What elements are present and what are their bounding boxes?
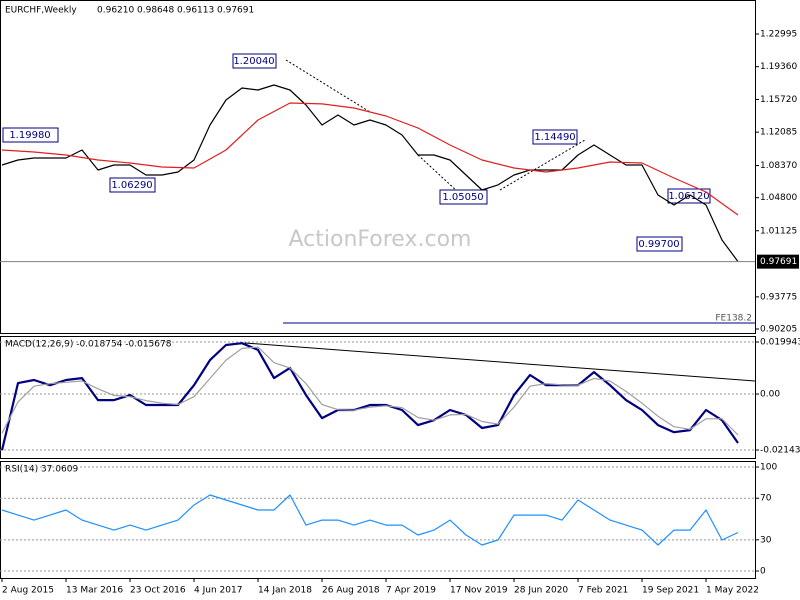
series-line — [1, 494, 739, 546]
x-tick-label: 17 Nov 2019 — [450, 586, 508, 596]
svg-text:1.14490: 1.14490 — [534, 132, 575, 143]
y-tick-label: 30 — [760, 535, 772, 545]
x-tick-label: 7 Feb 2021 — [578, 586, 628, 596]
x-tick-label: 23 Oct 2016 — [130, 586, 186, 596]
annotation: 1.20040 — [232, 53, 277, 69]
x-tick-label: 2 Aug 2015 — [2, 586, 54, 596]
macd-trend-line — [244, 342, 756, 382]
x-tick-label: 4 Jun 2017 — [194, 586, 242, 596]
y-tick-label: 1.19360 — [760, 62, 797, 72]
series-line — [1, 346, 739, 436]
y-tick-label: 0 — [760, 567, 766, 577]
macd-title: MACD(12,26,9) -0.018754 -0.015678 — [5, 340, 172, 350]
svg-text:1.06290: 1.06290 — [111, 180, 152, 191]
annotation: 0.99700 — [636, 236, 683, 252]
ohlc-label: 0.98648 — [137, 6, 174, 16]
x-tick-label: 1 May 2022 — [706, 586, 759, 596]
x-tick-label: 7 Apr 2019 — [386, 586, 436, 596]
x-tick-label: 14 Jan 2018 — [258, 586, 312, 596]
x-tick-label: 13 Mar 2016 — [66, 586, 123, 596]
y-tick-label: 100 — [760, 463, 777, 473]
annotation: 1.05050 — [439, 189, 488, 205]
y-tick-label: 70 — [760, 494, 772, 504]
panel-borders — [0, 0, 756, 579]
last-price-label: 0.97691 — [760, 257, 797, 267]
y-tick-label: 1.12085 — [760, 128, 797, 138]
ohlc-label: 0.97691 — [217, 6, 254, 16]
fe-label: FE138.2 — [715, 314, 752, 324]
y-tick-label: 0.019943 — [760, 337, 800, 347]
ohlc-label: 0.96113 — [177, 6, 214, 16]
trend-lines — [285, 59, 586, 193]
y-tick-label: -0.021434 — [760, 445, 800, 455]
y-tick-label: 1.04800 — [760, 193, 797, 203]
annotation: 1.06290 — [109, 177, 156, 193]
y-tick-label: 1.01125 — [760, 226, 797, 236]
x-tick-label: 19 Sep 2021 — [642, 586, 699, 596]
y-tick-label: 1.22995 — [760, 29, 797, 39]
svg-text:1.05050: 1.05050 — [442, 192, 483, 203]
last-price-box — [757, 254, 799, 269]
rsi-title: RSI(14) 37.0609 — [5, 465, 78, 475]
x-tick-label: 28 Jun 2020 — [514, 586, 568, 596]
svg-text:0.99700: 0.99700 — [638, 239, 679, 250]
svg-text:1.20040: 1.20040 — [233, 56, 274, 67]
svg-text:1.19980: 1.19980 — [9, 130, 50, 141]
svg-text:1.06120: 1.06120 — [668, 191, 709, 202]
y-tick-label: 0.93775 — [760, 292, 797, 302]
y-tick-label: 1.15720 — [760, 95, 797, 105]
annotation: 1.19980 — [2, 127, 59, 143]
y-tick-label: 1.08370 — [760, 161, 797, 171]
x-tick-label: 26 Aug 2018 — [322, 586, 380, 596]
series-line — [1, 84, 739, 262]
annotation: 1.14490 — [532, 129, 578, 145]
y-tick-label: 0.90205 — [760, 324, 797, 334]
y-tick-label: 0.00 — [760, 390, 780, 400]
ohlc-label: 0.96210 — [97, 6, 134, 16]
series-line — [1, 102, 739, 216]
watermark: ActionForex.com — [289, 227, 472, 252]
chart-title: EURCHF,Weekly — [5, 6, 77, 16]
